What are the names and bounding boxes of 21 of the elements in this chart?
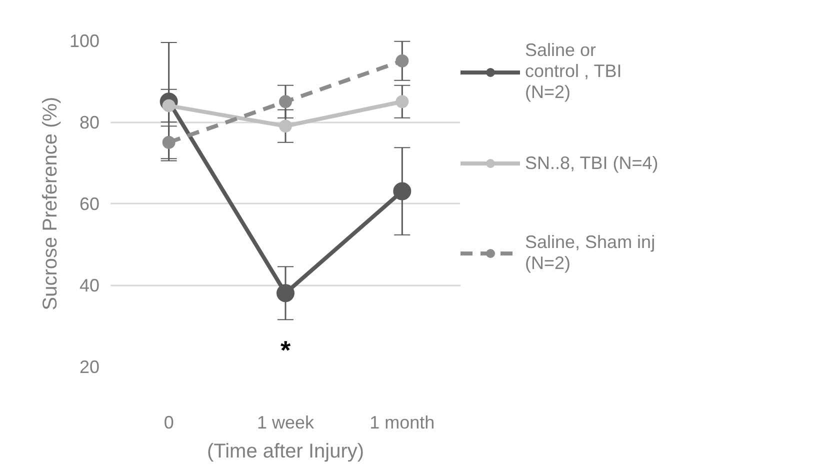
legend-label: SN..8, TBI (N=4) xyxy=(525,152,658,175)
x-tick-label: 0 xyxy=(164,412,174,432)
y-tick-label: 60 xyxy=(79,194,100,214)
y-tick-label: 40 xyxy=(79,276,100,296)
x-axis-title: (Time after Injury) xyxy=(206,440,364,462)
y-axis-title: Sucrose Preference (%) xyxy=(39,96,62,310)
y-tick-label: 20 xyxy=(79,357,100,377)
x-tick-label: 1 week xyxy=(256,412,316,432)
legend-label: Saline or control , TBI (N=2) xyxy=(525,40,622,103)
point xyxy=(279,95,292,108)
point xyxy=(396,54,409,68)
y-tick-label: 100 xyxy=(69,31,100,51)
point xyxy=(279,120,292,133)
point xyxy=(396,95,409,108)
annotation: * xyxy=(280,335,292,366)
x-tick-label: 1 month xyxy=(370,412,435,432)
point xyxy=(276,284,294,302)
point xyxy=(162,136,176,149)
y-tick-label: 80 xyxy=(79,112,100,132)
legend-label: Saline, Sham inj (N=2) xyxy=(525,231,656,275)
point xyxy=(393,182,412,200)
